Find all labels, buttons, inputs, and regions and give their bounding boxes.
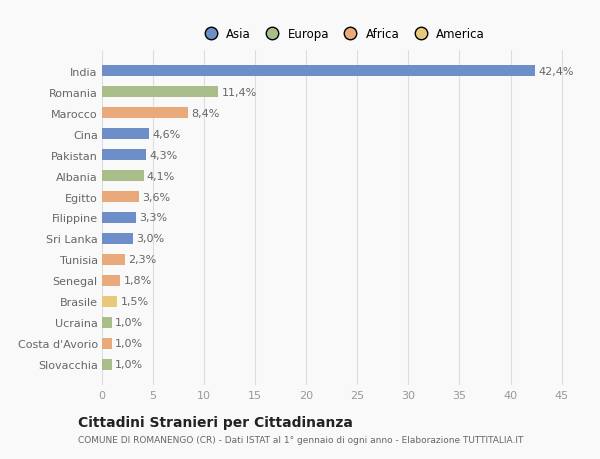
- Text: 1,5%: 1,5%: [121, 297, 149, 307]
- Bar: [102, 233, 133, 245]
- Bar: [102, 338, 112, 349]
- Text: 1,0%: 1,0%: [115, 339, 143, 349]
- Bar: [102, 275, 121, 286]
- Bar: [102, 150, 146, 161]
- Text: 4,1%: 4,1%: [147, 171, 175, 181]
- Text: 1,8%: 1,8%: [124, 276, 152, 286]
- Text: 3,3%: 3,3%: [139, 213, 167, 223]
- Text: Cittadini Stranieri per Cittadinanza: Cittadini Stranieri per Cittadinanza: [78, 415, 353, 429]
- Bar: [102, 107, 188, 119]
- Text: 2,3%: 2,3%: [128, 255, 157, 265]
- Text: COMUNE DI ROMANENGO (CR) - Dati ISTAT al 1° gennaio di ogni anno - Elaborazione : COMUNE DI ROMANENGO (CR) - Dati ISTAT al…: [78, 435, 523, 444]
- Bar: [102, 66, 535, 77]
- Text: 42,4%: 42,4%: [538, 67, 574, 77]
- Text: 8,4%: 8,4%: [191, 108, 219, 118]
- Bar: [102, 191, 139, 203]
- Text: 3,0%: 3,0%: [136, 234, 164, 244]
- Bar: [102, 170, 144, 182]
- Text: 4,6%: 4,6%: [152, 129, 180, 139]
- Text: 1,0%: 1,0%: [115, 359, 143, 369]
- Text: 4,3%: 4,3%: [149, 150, 177, 160]
- Bar: [102, 212, 136, 224]
- Bar: [102, 254, 125, 266]
- Text: 3,6%: 3,6%: [142, 192, 170, 202]
- Legend: Asia, Europa, Africa, America: Asia, Europa, Africa, America: [194, 23, 490, 45]
- Text: 1,0%: 1,0%: [115, 318, 143, 328]
- Bar: [102, 359, 112, 370]
- Bar: [102, 296, 118, 308]
- Bar: [102, 87, 218, 98]
- Bar: [102, 129, 149, 140]
- Text: 11,4%: 11,4%: [221, 87, 257, 97]
- Bar: [102, 317, 112, 329]
